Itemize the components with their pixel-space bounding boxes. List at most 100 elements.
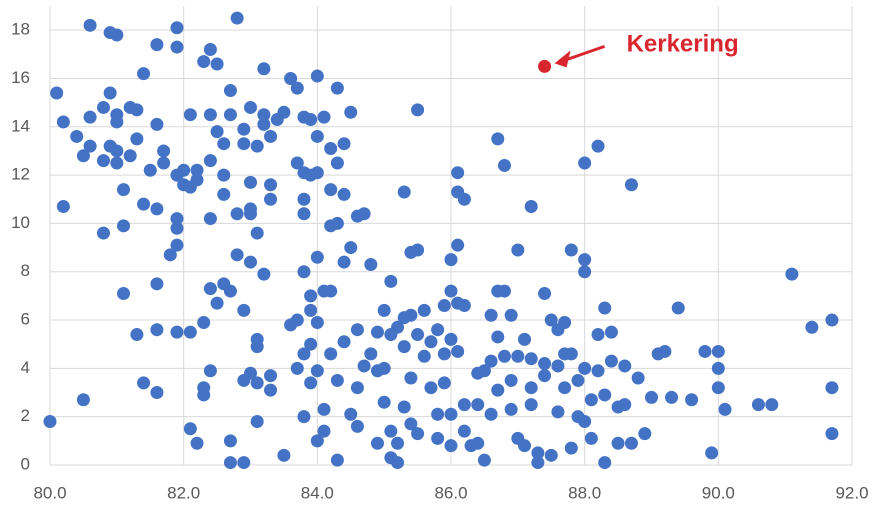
point (244, 175, 257, 189)
point (631, 371, 645, 385)
point (223, 456, 237, 470)
point (417, 303, 431, 317)
point (310, 166, 324, 180)
point (330, 156, 344, 170)
point (130, 328, 144, 342)
point (558, 381, 572, 395)
point (223, 434, 237, 448)
point (457, 398, 471, 412)
point (50, 86, 64, 100)
point (150, 117, 164, 131)
point (117, 183, 131, 197)
point (197, 388, 211, 402)
point (404, 308, 418, 322)
point (96, 226, 110, 240)
point (76, 149, 90, 163)
point (564, 441, 578, 455)
point (624, 436, 638, 450)
point (183, 422, 197, 436)
point (477, 453, 491, 467)
point (591, 139, 605, 153)
point (257, 108, 271, 122)
point (297, 207, 311, 221)
x-tick-label: 88.0 (568, 483, 601, 502)
y-tick-label: 16 (11, 68, 30, 87)
point (264, 383, 278, 397)
point (210, 296, 224, 310)
point (531, 446, 545, 460)
point (511, 243, 525, 257)
point (170, 40, 184, 54)
y-tick-label: 0 (21, 454, 30, 473)
point (290, 81, 304, 95)
point (765, 398, 779, 412)
point (110, 156, 124, 170)
point (404, 417, 418, 431)
point (451, 166, 465, 180)
point (564, 243, 578, 257)
point (751, 398, 765, 412)
y-tick-label: 4 (21, 358, 30, 377)
point (137, 67, 151, 81)
point (524, 352, 538, 366)
point (437, 376, 451, 390)
point (190, 163, 204, 177)
point (83, 139, 97, 153)
y-tick-label: 2 (21, 406, 30, 425)
x-tick-label: 90.0 (702, 483, 735, 502)
point (103, 86, 117, 100)
point (411, 427, 425, 441)
point (150, 202, 164, 216)
point (203, 282, 217, 296)
point (324, 284, 338, 298)
point (310, 434, 324, 448)
point (310, 250, 324, 264)
point (411, 243, 425, 257)
point (424, 381, 438, 395)
point (284, 71, 298, 85)
point (56, 200, 70, 214)
point (150, 386, 164, 400)
point (391, 456, 405, 470)
point (337, 335, 351, 349)
point (330, 453, 344, 467)
point (143, 163, 157, 177)
point (518, 439, 532, 453)
point (578, 361, 592, 375)
point (217, 137, 231, 151)
point (538, 59, 552, 73)
point (43, 415, 57, 429)
point (578, 253, 592, 267)
point (491, 132, 505, 146)
point (264, 129, 278, 143)
point (304, 289, 318, 303)
point (431, 431, 445, 445)
point (705, 446, 719, 460)
point (524, 200, 538, 214)
point (324, 347, 338, 361)
point (324, 142, 338, 156)
point (76, 393, 90, 407)
point (150, 323, 164, 337)
point (825, 427, 839, 441)
point (665, 390, 679, 404)
point (437, 299, 451, 313)
point (157, 144, 171, 158)
point (604, 354, 618, 368)
point (217, 187, 231, 201)
point (457, 424, 471, 438)
point (658, 344, 672, 358)
point (377, 361, 391, 375)
point (230, 11, 244, 25)
point (203, 212, 217, 226)
point (110, 28, 124, 42)
point (591, 328, 605, 342)
point (197, 55, 211, 69)
point (337, 137, 351, 151)
point (531, 456, 545, 470)
point (170, 238, 184, 252)
point (237, 303, 251, 317)
point (130, 103, 144, 117)
point (624, 178, 638, 192)
